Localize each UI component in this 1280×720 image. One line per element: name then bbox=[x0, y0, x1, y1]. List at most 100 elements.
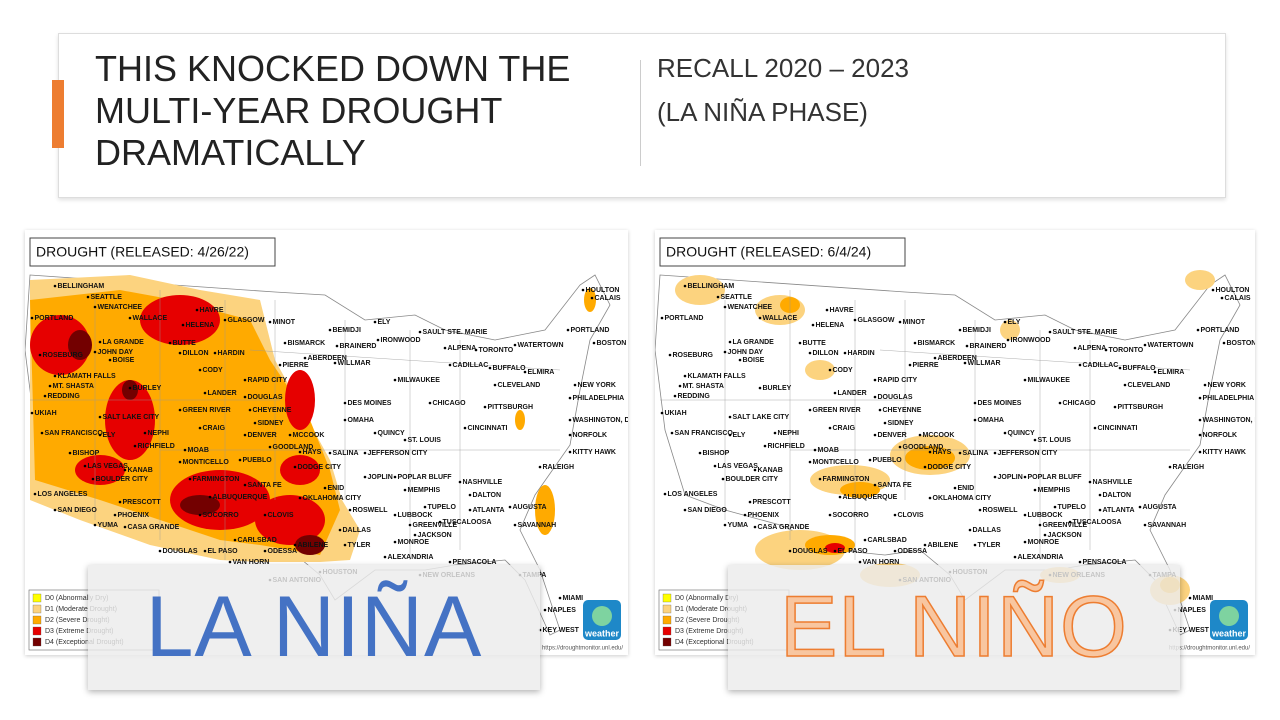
city-label: YUMA bbox=[728, 522, 749, 529]
city-label: ABERDEEN bbox=[308, 355, 347, 362]
city-label: AUGUSTA bbox=[1143, 504, 1177, 511]
city-label: ENID bbox=[958, 485, 975, 492]
legend-label: D2 (Severe Drought) bbox=[675, 617, 740, 624]
city-label: MIAMI bbox=[1193, 595, 1214, 602]
city-label: CINCINNATI bbox=[468, 425, 508, 432]
city-label: BRAINERD bbox=[970, 343, 1007, 350]
city-label: KITTY HAWK bbox=[573, 449, 616, 456]
city-label: LA GRANDE bbox=[103, 339, 145, 346]
city-label: ABERDEEN bbox=[938, 355, 977, 362]
city-dot bbox=[408, 523, 412, 527]
legend-label: D1 (Moderate Drought) bbox=[675, 606, 747, 613]
city-label: GREEN RIVER bbox=[813, 407, 861, 414]
city-dot bbox=[1003, 320, 1007, 324]
city-dot bbox=[128, 316, 132, 320]
city-label: WILLMAR bbox=[338, 360, 371, 367]
city-dot bbox=[808, 460, 812, 464]
city-label: JOPLIN bbox=[368, 474, 393, 481]
city-label: MOAB bbox=[818, 447, 839, 454]
city-label: SAN DIEGO bbox=[58, 507, 98, 514]
city-label: EL PASO bbox=[208, 548, 239, 555]
city-label: ALEXANDRIA bbox=[388, 554, 434, 561]
city-label: LANDER bbox=[838, 390, 867, 397]
city-label: HOULTON bbox=[586, 287, 620, 294]
legend-label: D4 (Exceptional Drought) bbox=[45, 639, 124, 646]
drought-area bbox=[295, 535, 325, 555]
city-dot bbox=[1093, 426, 1097, 430]
city-dot bbox=[908, 363, 912, 367]
legend-swatch bbox=[662, 637, 672, 647]
city-label: FARMINGTON bbox=[823, 476, 870, 483]
city-dot bbox=[833, 549, 837, 553]
city-label: PHOENIX bbox=[748, 512, 780, 519]
city-label: NAPLES bbox=[548, 607, 577, 614]
city-dot bbox=[968, 528, 972, 532]
city-label: RAPID CITY bbox=[878, 377, 918, 384]
city-label: SAULT STE. MARIE bbox=[423, 329, 488, 336]
legend-swatch bbox=[32, 626, 42, 636]
city-label: CODY bbox=[833, 367, 854, 374]
city-label: MEMPHIS bbox=[408, 487, 441, 494]
city-dot bbox=[1188, 596, 1192, 600]
city-dot bbox=[773, 431, 777, 435]
city-label: NEPHI bbox=[148, 430, 169, 437]
city-dot bbox=[383, 555, 387, 559]
drought-area bbox=[285, 370, 315, 430]
city-dot bbox=[183, 448, 187, 452]
city-label: CINCINNATI bbox=[1098, 425, 1138, 432]
drought-area bbox=[75, 455, 125, 485]
city-dot bbox=[811, 323, 815, 327]
city-label: LOS ANGELES bbox=[668, 491, 718, 498]
city-dot bbox=[898, 320, 902, 324]
city-dot bbox=[448, 560, 452, 564]
city-label: JOHN DAY bbox=[98, 349, 134, 356]
city-label: CALAIS bbox=[595, 295, 621, 302]
city-label: DALLAS bbox=[343, 527, 372, 534]
drought-area bbox=[805, 360, 835, 380]
city-label: HAYS bbox=[933, 449, 952, 456]
city-label: BUTTE bbox=[803, 340, 827, 347]
city-label: MT. SHASTA bbox=[53, 383, 94, 390]
city-dot bbox=[723, 350, 727, 354]
city-dot bbox=[53, 374, 57, 378]
city-dot bbox=[1023, 540, 1027, 544]
city-label: SEATTLE bbox=[721, 294, 753, 301]
city-label: LAS VEGAS bbox=[718, 463, 759, 470]
city-dot bbox=[228, 560, 232, 564]
city-label: POPLAR BLUFF bbox=[1028, 474, 1083, 481]
city-dot bbox=[1123, 383, 1127, 387]
city-dot bbox=[958, 451, 962, 455]
title-line: MULTI-YEAR DROUGHT bbox=[95, 90, 503, 131]
city-dot bbox=[538, 465, 542, 469]
city-label: DODGE CITY bbox=[298, 464, 342, 471]
city-label: WATERTOWN bbox=[1148, 342, 1194, 349]
city-dot bbox=[581, 288, 585, 292]
city-label: WASHINGTON, D.C. bbox=[573, 417, 629, 424]
city-dot bbox=[1033, 438, 1037, 442]
city-label: ATLANTA bbox=[473, 507, 505, 514]
city-dot bbox=[1198, 418, 1202, 422]
city-label: DALTON bbox=[1103, 492, 1132, 499]
city-dot bbox=[523, 370, 527, 374]
city-dot bbox=[1222, 341, 1226, 345]
city-dot bbox=[188, 477, 192, 481]
city-dot bbox=[118, 500, 122, 504]
city-dot bbox=[825, 308, 829, 312]
city-dot bbox=[463, 426, 467, 430]
city-dot bbox=[828, 426, 832, 430]
logo-cloud bbox=[1219, 606, 1239, 626]
city-label: DENVER bbox=[248, 432, 277, 439]
city-label: JOPLIN bbox=[998, 474, 1023, 481]
city-label: WASHINGTON, D.C. bbox=[1203, 417, 1256, 424]
drought-area bbox=[905, 446, 955, 470]
city-dot bbox=[1013, 555, 1017, 559]
city-dot bbox=[373, 320, 377, 324]
city-label: PORTLAND bbox=[1201, 327, 1240, 334]
city-dot bbox=[1168, 465, 1172, 469]
city-dot bbox=[753, 525, 757, 529]
city-dot bbox=[195, 308, 199, 312]
city-label: SAVANNAH bbox=[518, 522, 557, 529]
city-label: ROSEBURG bbox=[673, 352, 714, 359]
city-label: RAPID CITY bbox=[248, 377, 288, 384]
city-label: PUEBLO bbox=[873, 457, 903, 464]
